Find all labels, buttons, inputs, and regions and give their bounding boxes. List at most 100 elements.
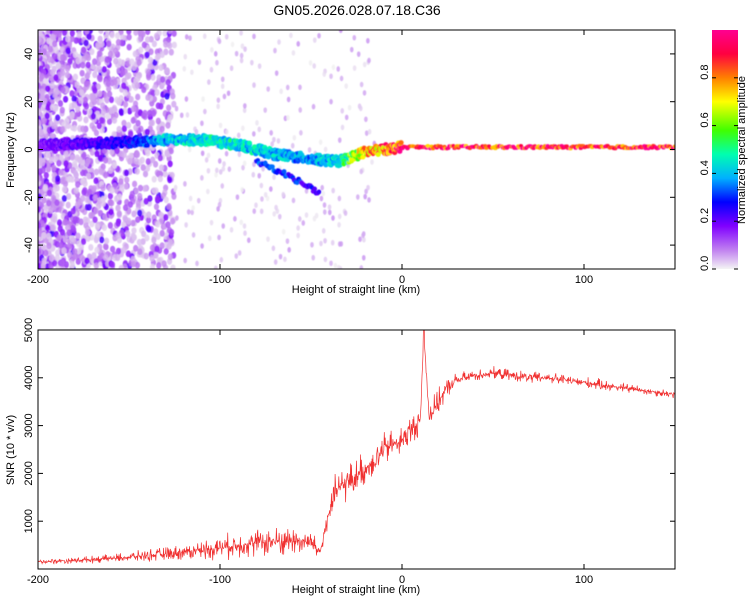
- spectrogram-noise-cell: [206, 167, 211, 174]
- spectrogram-noise-cell: [116, 210, 122, 218]
- spectrogram-noise-cell: [337, 241, 342, 247]
- spectrogram-noise-cell: [122, 100, 129, 108]
- spectrogram-noise-cell: [151, 95, 157, 103]
- spectrogram-noise-cell: [347, 104, 352, 111]
- spectrogram-noise-cell: [81, 46, 87, 54]
- spectrogram-noise-cell: [340, 124, 345, 131]
- spectrogram-noise-cell: [297, 216, 302, 222]
- spectrogram-noise-cell: [165, 78, 171, 86]
- spectrogram-noise-cell: [217, 234, 221, 241]
- spectrogram-noise-cell: [95, 223, 101, 231]
- spectrogram-noise-cell: [151, 236, 157, 244]
- spectrogram-noise-cell: [57, 100, 64, 107]
- spectrogram-noise-cell: [139, 156, 145, 164]
- spectrogram-noise-cell: [131, 105, 137, 113]
- spectrogram-noise-cell: [38, 262, 42, 269]
- spectrogram-noise-cell: [45, 85, 51, 93]
- spectrogram-noise-cell: [366, 37, 370, 44]
- spectrogram-noise-cell: [94, 150, 100, 158]
- spectrogram-noise-cell: [272, 174, 276, 181]
- spectrogram-noise-cell: [131, 180, 138, 188]
- spectrogram-noise-cell: [155, 117, 161, 125]
- spectrogram-noise-cell: [93, 262, 99, 269]
- spectrogram-noise-cell: [86, 108, 93, 116]
- spectrogram-noise-cell: [100, 108, 107, 116]
- spectrogram-noise-cell: [39, 73, 45, 80]
- colorbar-tick-label: 0.0: [699, 256, 711, 271]
- snr-y-label: SNR (10 * v/v): [5, 415, 17, 485]
- spectrogram-noise-cell: [137, 209, 143, 217]
- spectrogram-noise-cell: [72, 248, 78, 256]
- snr-x-label: Height of straight line (km): [292, 584, 420, 596]
- spectrogram-noise-cell: [115, 38, 122, 46]
- spectrogram-noise-cell: [349, 46, 354, 53]
- spectrogram-noise-cell: [160, 76, 166, 83]
- spectrogram-noise-cell: [257, 63, 262, 69]
- spectrogram-noise-cell: [266, 86, 270, 92]
- spectrogram-noise-cell: [39, 89, 46, 96]
- snr-y-tick-label: 2000: [23, 461, 35, 485]
- spectrogram-noise-cell: [42, 97, 48, 105]
- spectrogram-noise-cell: [141, 230, 147, 238]
- spectrogram-noise-cell: [107, 199, 113, 206]
- spectrogram-noise-cell: [71, 125, 78, 132]
- spectrogram-noise-cell: [102, 213, 108, 221]
- spectrogram-noise-cell: [38, 151, 43, 159]
- spectrogram-noise-cell: [320, 184, 324, 191]
- spectrogram-noise-cell: [90, 95, 96, 103]
- spectrogram-noise-cell: [155, 220, 161, 228]
- spectrogram-noise-cell: [116, 125, 122, 133]
- spectrogram-noise-cell: [277, 39, 281, 45]
- spectrogram-noise-cell: [38, 108, 41, 116]
- spectrogram-y-tick-label: -40: [23, 237, 35, 253]
- spectrogram-noise-cell: [91, 125, 97, 132]
- spectrogram-noise-cell: [217, 158, 222, 164]
- spectrogram-noise-cell: [170, 92, 176, 100]
- spectrogram-noise-cell: [106, 157, 113, 165]
- spectrogram-noise-cell: [210, 47, 214, 53]
- spectrogram-noise-cell: [337, 195, 342, 202]
- spectrogram-noise-cell: [252, 208, 257, 215]
- spectrogram-noise-cell: [216, 206, 220, 212]
- spectrogram-noise-cell: [220, 183, 225, 189]
- spectrogram-noise-cell: [196, 197, 201, 204]
- spectrogram-noise-cell: [113, 47, 119, 55]
- spectrogram-noise-cell: [47, 45, 53, 53]
- spectrogram-noise-cell: [242, 160, 247, 167]
- spectrogram-branch-cell: [312, 186, 318, 192]
- spectrogram-noise-cell: [151, 40, 158, 48]
- spectrogram-noise-cell: [159, 51, 165, 58]
- spectrogram-noise-cell: [301, 220, 306, 226]
- spectrogram-noise-cell: [54, 254, 61, 262]
- spectrogram-noise-cell: [63, 261, 69, 268]
- spectrogram-noise-cell: [133, 30, 139, 36]
- spectrogram-noise-cell: [182, 66, 187, 72]
- spectrogram-noise-cell: [188, 195, 193, 202]
- spectrogram-noise-cell: [246, 237, 251, 244]
- spectrogram-noise-cell: [359, 168, 364, 175]
- spectrogram-noise-cell: [59, 46, 65, 54]
- spectrogram-noise-cell: [84, 72, 91, 80]
- spectrogram-noise-cell: [125, 230, 131, 238]
- spectrogram-noise-cell: [142, 109, 148, 117]
- spectrogram-noise-cell: [273, 47, 277, 54]
- spectrogram-noise-cell: [323, 146, 328, 153]
- spectrogram-noise-cell: [48, 156, 54, 164]
- spectrogram-noise-cell: [38, 221, 41, 229]
- spectrogram-noise-cell: [154, 245, 160, 253]
- spectrogram-noise-cell: [213, 51, 218, 57]
- spectrogram-noise-cell: [367, 57, 371, 64]
- spectrogram-noise-cell: [108, 208, 114, 216]
- spectrogram-noise-cell: [175, 215, 179, 221]
- spectrogram-noise-cell: [230, 41, 235, 48]
- spectrogram-noise-cell: [330, 239, 335, 246]
- spectrogram-noise-cell: [65, 47, 71, 55]
- spectrogram-noise-cell: [93, 168, 100, 176]
- spectrogram-noise-cell: [239, 30, 243, 36]
- spectrogram-noise-cell: [148, 35, 154, 43]
- spectrogram-noise-cell: [145, 68, 152, 76]
- spectrogram-noise-cell: [195, 260, 199, 267]
- spectrogram-noise-cell: [191, 205, 195, 211]
- spectrogram-noise-cell: [150, 89, 156, 97]
- spectrogram-noise-cell: [75, 258, 81, 265]
